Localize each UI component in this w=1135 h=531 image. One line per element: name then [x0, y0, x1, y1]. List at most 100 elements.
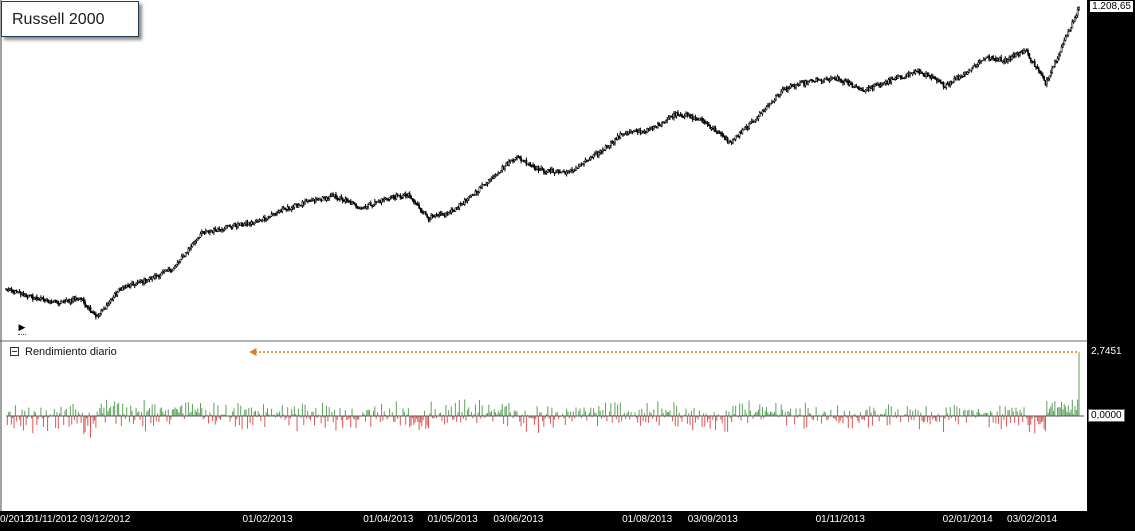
price-candle-body: [455, 207, 458, 210]
returns-panel-label[interactable]: Rendimiento diario: [10, 345, 117, 359]
price-candle-body: [202, 231, 205, 233]
price-candle-body: [623, 133, 626, 135]
price-candle-body: [665, 120, 667, 123]
price-candle-body: [61, 300, 64, 303]
price-candle-body: [203, 231, 206, 234]
price-candle-body: [418, 204, 420, 209]
price-candle-body: [300, 204, 302, 207]
price-candle-body: [176, 262, 179, 265]
price-candle-body: [793, 84, 796, 88]
price-candle-body: [221, 229, 223, 231]
price-candle-body: [44, 299, 46, 302]
price-candle-body: [151, 276, 154, 280]
price-candle-body: [285, 208, 288, 211]
price-candle-body: [610, 141, 612, 146]
price-candle-body: [901, 77, 903, 79]
price-candle-body: [771, 101, 773, 104]
price-candle-body: [699, 118, 702, 120]
price-candle-body: [121, 287, 124, 291]
price-candle-body: [17, 291, 19, 293]
price-candle-body: [154, 275, 156, 279]
price-candle-body: [783, 88, 785, 91]
price-candle-body: [108, 301, 111, 305]
price-candle-body: [923, 74, 926, 77]
price-candle-body: [691, 115, 694, 120]
price-candle-body: [155, 275, 158, 277]
price-candle-body: [737, 135, 740, 138]
price-candle-body: [537, 165, 540, 171]
price-candle-body: [160, 272, 163, 276]
price-candle-body: [671, 116, 674, 118]
price-candle-body: [667, 117, 670, 120]
price-candle-body: [722, 135, 725, 137]
price-candle-body: [1071, 21, 1074, 29]
price-candle-body: [463, 199, 466, 205]
price-candle-body: [532, 165, 534, 167]
price-candle-body: [569, 169, 572, 172]
x-tick-label: 03/02/2014: [1007, 514, 1058, 525]
price-candle-body: [410, 195, 412, 199]
price-candle-body: [7, 289, 10, 292]
price-candle-body: [773, 99, 776, 102]
price-candle-body: [852, 86, 855, 89]
price-candle-body: [261, 220, 264, 223]
price-candle-body: [462, 203, 465, 205]
price-candle-body: [332, 194, 335, 197]
price-candle-body: [37, 298, 40, 301]
price-candle-body: [100, 310, 103, 314]
price-candle-body: [957, 76, 960, 80]
price-candle-body: [643, 130, 646, 133]
price-candle-body: [988, 55, 990, 60]
price-candle-body: [273, 213, 276, 215]
price-candle-body: [56, 301, 58, 303]
price-candle-body: [690, 115, 693, 118]
price-candle-body: [839, 78, 842, 81]
price-candle-body: [990, 56, 993, 58]
price-candle-body: [320, 198, 323, 202]
price-candle-body: [821, 80, 824, 83]
price-candle-body: [147, 279, 150, 282]
price-candle-body: [400, 197, 403, 199]
price-candle-body: [589, 156, 592, 160]
price-candle-body: [76, 297, 78, 300]
price-candle-body: [235, 226, 238, 228]
price-candle-body: [333, 194, 336, 197]
price-candle-body: [90, 311, 93, 313]
price-candle-body: [339, 196, 341, 200]
price-candle-body: [270, 213, 273, 217]
price-candle-body: [729, 140, 732, 143]
price-candle-body: [323, 196, 325, 199]
price-candle-body: [736, 135, 738, 138]
price-candle-body: [989, 57, 992, 60]
x-tick-label: 01/11/2013: [815, 514, 865, 525]
price-candle-body: [817, 79, 820, 81]
price-candle-body: [824, 77, 827, 80]
price-candle-body: [801, 81, 804, 83]
price-candle-body: [11, 290, 14, 292]
price-candle-body: [520, 157, 522, 161]
price-candle-body: [879, 84, 882, 87]
price-candle-body: [792, 84, 795, 87]
price-candle-body: [797, 84, 800, 87]
price-candle-body: [909, 72, 911, 76]
price-candle-body: [195, 239, 198, 242]
price-candle-body: [698, 118, 701, 121]
collapse-icon[interactable]: [10, 347, 19, 356]
price-candle-body: [993, 58, 996, 60]
price-candle-body: [449, 212, 451, 214]
price-candle-body: [394, 197, 396, 200]
price-candle-body: [913, 71, 915, 74]
price-candle-body: [548, 169, 551, 171]
price-candle-body: [294, 203, 297, 206]
price-candle-body: [433, 215, 435, 217]
price-candle-body: [855, 85, 858, 88]
price-candle-body: [890, 78, 893, 83]
price-candle-body: [848, 82, 851, 85]
price-candle-body: [250, 221, 253, 225]
price-candle-body: [66, 299, 69, 302]
play-button[interactable]: ▶: [14, 320, 30, 336]
price-candle-body: [960, 75, 962, 78]
price-candle-body: [604, 145, 607, 151]
price-candle-body: [648, 128, 651, 131]
price-candle-body: [738, 131, 741, 137]
